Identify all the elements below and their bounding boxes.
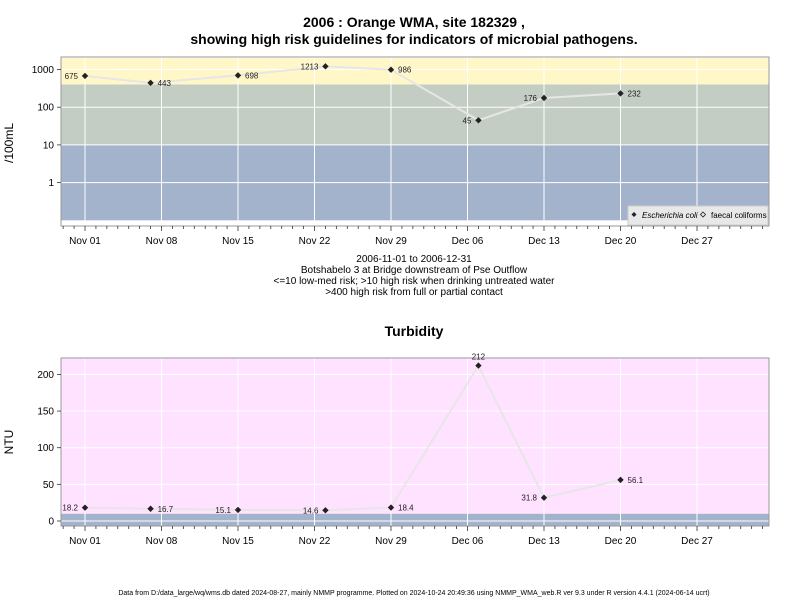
- chart1-data-label: 176: [524, 94, 538, 103]
- chart1-ylabel: /100mL: [2, 123, 16, 163]
- chart1-x-tick-label: Nov 22: [299, 236, 331, 247]
- chart1-point: [234, 72, 242, 79]
- chart1-x-tick-label: Nov 29: [375, 236, 407, 247]
- chart1-plot-area: Nov 01 Nov 08 Nov 15 Nov 22 Nov 29 Dec 06 Dec …: [32, 56, 770, 247]
- chart1-data-label: 232: [628, 89, 642, 98]
- chart2-data-label: 18.2: [62, 504, 78, 513]
- chart1-data-label: 698: [245, 71, 259, 80]
- chart2-data-label: 14.6: [303, 506, 319, 515]
- chart1-y-tick-label: 100: [37, 103, 54, 114]
- chart2-x-tick-label: Nov 08: [146, 536, 178, 547]
- legend-ecoli-label: Escherichia coli: [642, 211, 698, 220]
- chart1-data-label: 986: [398, 66, 412, 75]
- chart1-point: [617, 90, 624, 97]
- chart2-title: Turbidity: [385, 323, 444, 339]
- chart1-data-label: 443: [158, 79, 172, 88]
- chart2-band-1: [61, 358, 769, 514]
- legend-faecal-label: faecal coliforms: [711, 211, 767, 220]
- chart1-data-label: 675: [65, 72, 79, 81]
- chart2-point: [540, 494, 548, 501]
- chart2-frame: [60, 357, 770, 527]
- legend-ecoli-marker: [631, 212, 637, 217]
- chart2-x-tick-label: Dec 13: [528, 536, 560, 547]
- chart1-title-line2: showing high risk guidelines for indicat…: [190, 31, 637, 47]
- chart2-x-tick-label: Dec 06: [452, 536, 484, 547]
- chart2-data-label: 18.4: [398, 504, 414, 513]
- chart2-point: [617, 476, 624, 484]
- chart2-x-tick-label: Nov 22: [299, 536, 331, 547]
- chart1-x-tick-label: Dec 06: [452, 236, 484, 247]
- chart1-caption-line4: >400 high risk from full or partial cont…: [325, 287, 503, 298]
- chart1-point: [147, 79, 154, 87]
- chart2-ylabel: NTU: [2, 430, 16, 455]
- chart1-x-tick-label: Nov 15: [222, 236, 254, 247]
- chart1-frame: [60, 56, 770, 227]
- chart2-point: [387, 504, 395, 511]
- chart1-x-tick-label: Dec 20: [605, 236, 637, 247]
- chart1-y-tick-label: 1000: [32, 65, 55, 76]
- chart1-data-label: 1213: [301, 62, 319, 71]
- chart1-point: [81, 72, 89, 80]
- chart1-caption-line3: <=10 low-med risk; >10 high risk when dr…: [274, 276, 556, 287]
- legend-box: [627, 205, 769, 226]
- chart2-data-label: 56.1: [628, 476, 644, 485]
- chart2-band-0: [61, 513, 769, 526]
- chart1-point: [475, 117, 482, 124]
- chart2-x-tick-label: Nov 01: [69, 536, 101, 547]
- chart1-title-line1: 2006 : Orange WMA, site 182329 ,: [303, 14, 525, 30]
- chart1-point: [387, 66, 395, 73]
- chart1-point: [540, 94, 548, 102]
- chart2-data-label: 15.1: [215, 506, 231, 515]
- chart2-plot-area: Nov 01 Nov 08 Nov 15 Nov 22 Nov 29 Dec 06 Dec …: [37, 353, 770, 547]
- chart2-x-tick-label: Nov 15: [222, 536, 254, 547]
- chart2-point: [234, 506, 242, 514]
- chart2-y-tick-label: 50: [43, 480, 55, 491]
- chart1-data-label: 45: [463, 116, 472, 125]
- chart2-y-tick-label: 0: [48, 517, 54, 528]
- chart2-series-line: [84, 363, 621, 512]
- chart2-point: [322, 507, 329, 514]
- chart2-y-tick-label: 200: [37, 370, 54, 381]
- chart2-data-label: 31.8: [521, 494, 537, 503]
- chart1-x-tick-label: Nov 08: [146, 236, 178, 247]
- chart1-x-tick-label: Nov 01: [69, 236, 101, 247]
- chart2-x-tick-label: Dec 27: [681, 536, 713, 547]
- chart2-data-label: 212: [472, 353, 486, 362]
- chart1-legend: Escherichia coli faecal coliforms: [627, 205, 769, 226]
- chart2-y-tick-label: 150: [37, 407, 54, 418]
- chart2-point: [81, 504, 89, 511]
- chart1-point: [322, 63, 329, 70]
- chart2-x-tick-label: Dec 20: [605, 536, 637, 547]
- chart2-data-label: 16.7: [158, 505, 174, 514]
- chart1-y-tick-label: 10: [43, 140, 55, 151]
- chart1-y-tick-label: 1: [48, 178, 54, 189]
- chart2-y-tick-label: 100: [37, 443, 54, 454]
- chart1-caption-line2: Botshabelo 3 at Bridge downstream of Pse…: [301, 265, 528, 276]
- legend-faecal-marker: [699, 211, 707, 218]
- chart2-point: [147, 505, 154, 512]
- footer-note: Data from D:/data_large/wq/wms.db dated …: [118, 590, 709, 597]
- chart1-caption-line1: 2006-11-01 to 2006-12-31: [356, 254, 472, 265]
- chart1-band-1: [61, 84, 769, 145]
- chart1-series-line: [84, 65, 621, 122]
- chart2-x-tick-label: Nov 29: [375, 536, 407, 547]
- chart2-point: [475, 362, 482, 369]
- chart1-x-tick-label: Dec 13: [528, 236, 560, 247]
- chart1-x-tick-label: Dec 27: [681, 236, 713, 247]
